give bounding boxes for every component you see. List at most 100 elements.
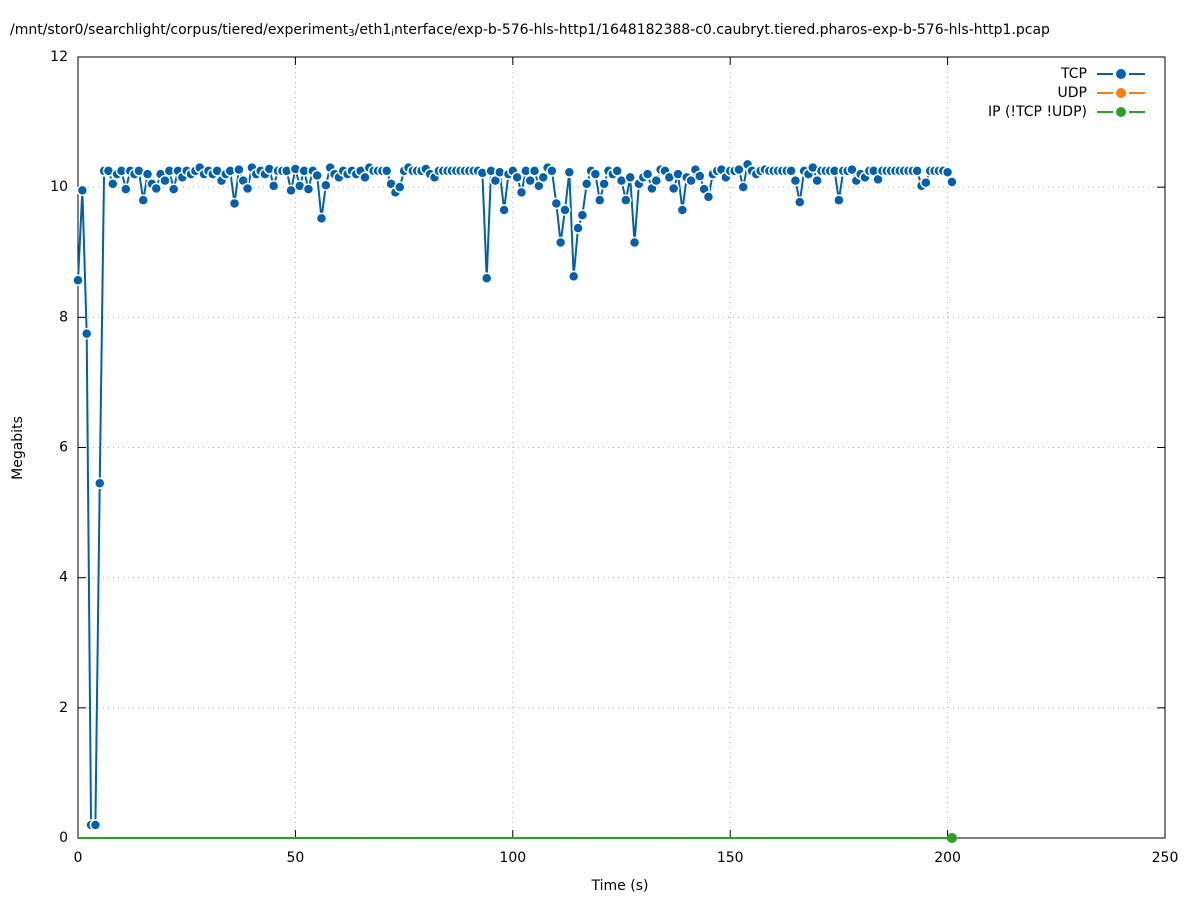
series-point [155,837,158,839]
series-point [390,837,392,839]
series-point [285,184,297,197]
y-tick-label: 4 [59,570,68,586]
series-point [725,837,727,839]
series-point [194,837,197,839]
series-point [685,174,697,187]
series-point [598,178,610,190]
series-point [668,837,671,839]
series-point [380,165,393,177]
series-point [385,837,388,839]
series-point [359,837,362,839]
series-point [894,837,897,839]
series-point [333,837,336,839]
series-point [142,837,145,839]
series-point [468,837,471,839]
series-point [898,837,901,839]
series-point [107,178,119,190]
series-point [451,837,453,839]
series-point [311,837,314,839]
series-point [141,168,154,180]
series-point [746,837,749,839]
series-point [268,837,271,839]
series-point [281,837,284,839]
series-point [485,837,488,839]
legend-marker [1116,69,1126,79]
title-part: i [391,28,394,39]
series-point [546,837,549,839]
series-point [738,837,740,839]
series-point [481,837,484,839]
series-point [646,837,649,839]
series-point [211,837,214,839]
series-point [93,477,106,490]
series-point [598,837,601,839]
series-point [285,837,288,839]
series-point [624,171,636,184]
series-point [551,837,553,839]
series-point [785,165,797,177]
series-point [267,180,280,192]
series-point [116,837,118,839]
series-point [580,178,593,190]
series-point [151,837,153,839]
series-point [563,166,576,178]
series-point [302,183,315,195]
series-point [503,837,505,839]
series-point [667,182,680,195]
series-point [620,194,632,206]
series-point [446,837,449,839]
series-point [90,837,92,839]
series-point [589,168,602,180]
series-point [107,837,110,839]
series-point [833,837,836,839]
series-point [703,837,705,839]
series-point [920,837,923,839]
series-point [85,837,88,839]
series-point [751,837,753,839]
series-point [498,837,501,839]
series-point [694,170,706,182]
series-point [611,165,623,177]
series-point [303,837,305,839]
series-point [103,837,105,839]
series-point [585,837,588,839]
series-point [720,837,723,839]
series-point [498,204,510,216]
series-point [559,204,571,216]
series-point [768,837,771,839]
series-point [346,837,349,839]
series-point [629,837,631,839]
series-point [803,837,805,839]
series-point [829,837,832,839]
series-point [316,837,318,839]
series-point [394,837,397,839]
series-point [76,184,89,197]
series-point [516,837,518,839]
series-point [877,837,879,839]
series-point [933,837,936,839]
series-point [716,837,718,839]
series-point [98,837,101,839]
series-point [946,833,957,843]
title-part: /mnt/stor0/searchlight/corpus/tiered/exp… [10,22,349,38]
series-point [590,837,592,839]
series-point [381,837,384,839]
series-point [298,837,301,839]
series-point [420,837,423,839]
series-point [916,837,918,839]
series-point [177,837,179,839]
series-point [885,837,888,839]
series-point [625,837,627,839]
series-point [81,837,84,839]
series-point [816,837,818,839]
series-point [941,166,954,178]
series-point [320,179,332,191]
series-point [681,837,684,839]
series-point [129,837,131,839]
series-point [702,191,715,203]
legend-marker [1116,88,1126,98]
series-point [568,837,571,839]
series-point [394,181,406,193]
series-point [655,837,658,839]
